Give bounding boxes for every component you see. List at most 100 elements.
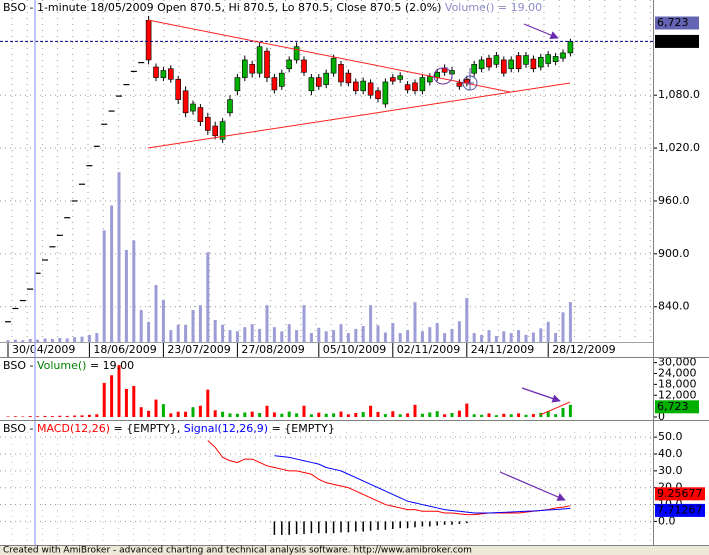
volume-overlay-bar [339,324,343,342]
volume-bar [95,414,99,417]
volume-overlay-bar [435,323,439,342]
candle-body [508,59,515,70]
candle-body [426,76,433,83]
volume-overlay-bar [354,328,358,342]
volume-overlay-bar [117,172,121,342]
macd-histogram-bar [303,521,305,535]
volume-overlay-bar [420,331,424,342]
volume-overlay-bar [43,338,47,342]
volume-overlay-bar [176,324,180,342]
volume-overlay-bar [332,330,336,342]
candle-body [271,77,278,91]
volume-overlay-bar [406,330,410,342]
indicator-last-box [655,503,705,517]
volume-overlay-bar [80,336,84,342]
volume-bar [354,413,358,417]
volume-overlay-bar [517,330,521,342]
volume-overlay-bar [228,330,232,342]
volume-overlay-bar [28,339,32,342]
arrow [523,23,559,40]
volume-bar [561,407,565,417]
macd-histogram-bar [281,521,283,535]
candle-body [367,82,374,96]
volume-bar [36,416,40,417]
y-tick-label: 30.0 [658,464,683,477]
volume-overlay-bar [317,327,321,342]
volume-bar [235,413,239,417]
y-tick-label: 18,000 [658,377,697,390]
volume-overlay-bar [50,339,54,342]
macd-histogram-bar [458,521,461,524]
volume-bar [191,407,195,417]
arrow [499,471,566,501]
candle-body [389,77,396,82]
macd-histogram-bar [325,521,327,534]
candle-body [293,46,300,61]
volume-overlay-bar [561,312,565,342]
volume-overlay-bar [502,331,506,342]
macd-histogram-bar [436,521,438,526]
volume-bar [6,416,10,417]
volume-overlay-bar [443,333,447,342]
y-tick-label: 1,020.0 [658,141,700,154]
volume-overlay-bar [58,337,62,342]
title-prefix: BSO - [3,359,37,372]
candle-body [463,79,470,84]
volume-overlay-bar [554,333,558,342]
macd-title: BSO - MACD(12,26) = {EMPTY}, Signal(12,2… [3,422,335,435]
x-tick-label: 24/11/2009 [471,343,534,356]
main-title: BSO - 1-minute 18/05/2009 Open 870.5, Hi… [3,1,542,14]
candle-body [315,77,322,87]
volume-overlay-bar [287,324,291,342]
macd-histogram-bar [443,521,446,525]
volume-overlay-bar [383,332,387,342]
y-tick-label: 960.0 [658,194,690,207]
candle-body [323,72,330,85]
volume-overlay-bar [110,205,114,342]
volume-bar [324,413,328,417]
macd-histogram-bar [295,521,298,535]
candle-body [375,90,381,100]
volume-bar [443,414,447,417]
volume-overlay-bar [87,334,91,342]
macd-histogram-bar [406,521,409,529]
volume-bar [206,389,210,417]
volume-overlay-bar [309,333,313,342]
title-volume: Volume() = 19.00 [441,1,542,14]
volume-bar [102,382,106,417]
macd-histogram-bar [414,521,416,528]
volume-overlay-bar [295,330,299,342]
volume-overlay-bar [139,309,143,342]
candle-body [486,57,492,68]
y-tick-label: 840.0 [658,300,690,313]
volume-bar [176,411,180,417]
volume-overlay-bar [509,333,513,342]
trend-line [147,19,511,93]
volume-bar [487,413,491,417]
candle-body [182,90,189,114]
macd-histogram-bar [355,521,357,532]
y-tick-label: 50.0 [658,430,683,443]
volume-bar [147,410,151,417]
volume-bar [369,405,373,417]
candle-body [382,81,389,105]
volume-bar [117,365,121,417]
volume-bar [43,415,47,417]
volume-overlay-bar [302,305,306,342]
candle-body [567,41,574,54]
volume-bar [457,410,461,417]
macd-histogram-bar [466,521,468,524]
y-tick-label: 0 [658,410,665,423]
volume-overlay-bar [169,330,173,342]
volume-bar [213,410,217,417]
volume-bar [124,388,128,417]
candle-body [153,66,159,78]
title-suffix: = 19.00 [86,359,134,372]
macd-histogram-bar [377,521,379,530]
volume-overlay-bar [369,305,373,342]
volume-overlay-bar [450,328,454,342]
volume-bar [376,411,380,417]
candle-body [456,82,463,87]
y-tick-label: 900.0 [658,247,690,260]
